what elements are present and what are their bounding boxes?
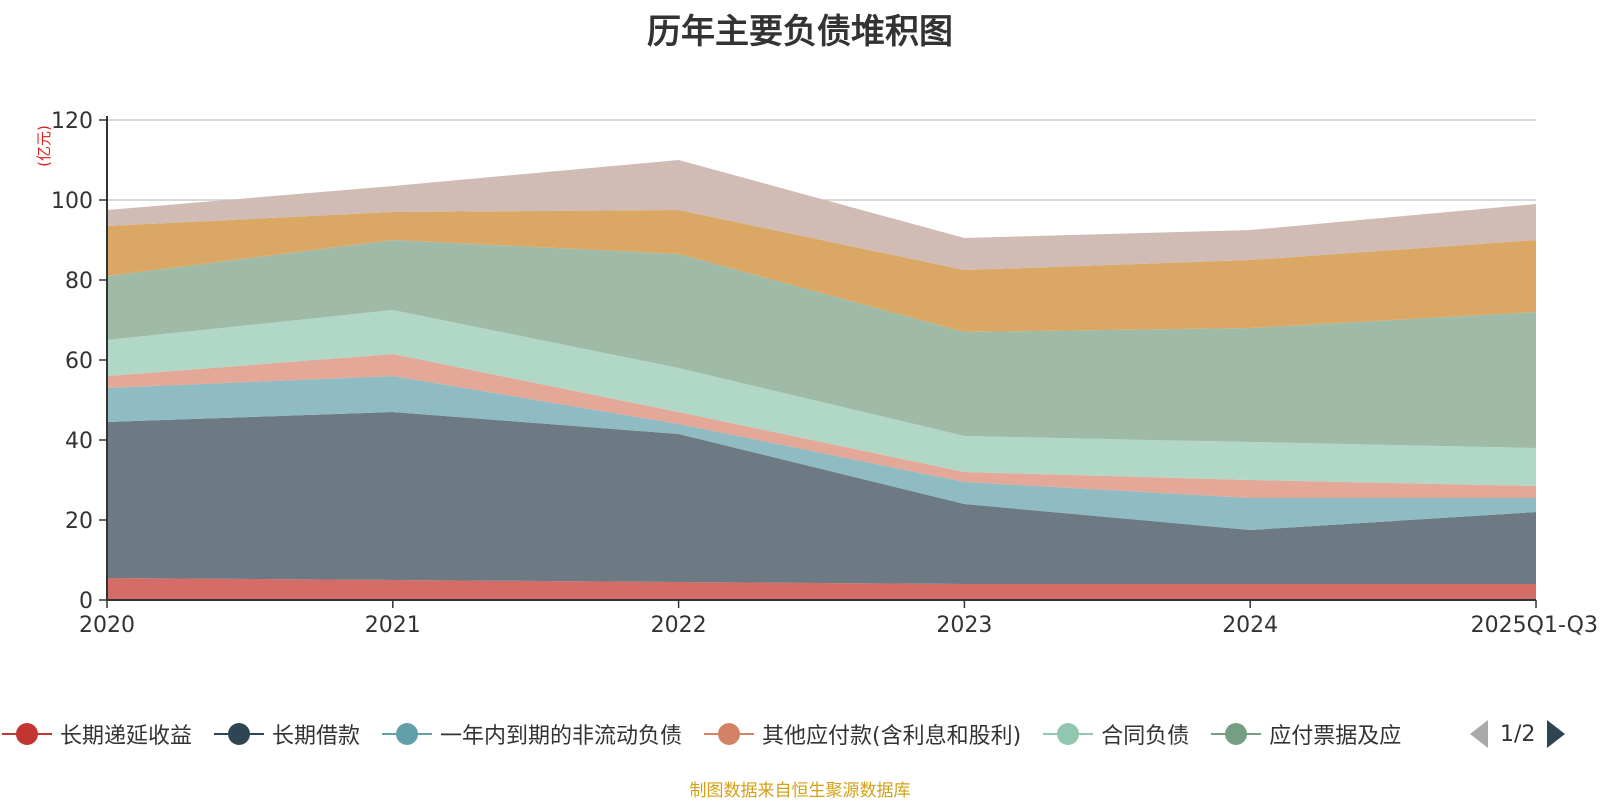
legend-next-page-icon[interactable] — [1547, 720, 1566, 748]
area-series-6[interactable] — [107, 210, 1536, 332]
area-series-1[interactable] — [107, 412, 1536, 584]
legend-item[interactable]: 一年内到期的非流动负债 — [382, 718, 682, 750]
area-series-4[interactable] — [107, 310, 1536, 486]
legend: 长期递延收益 长期借款 一年内到期的非流动负债 其他应付款(含利息和股利) 合同负债 应付… — [0, 716, 1600, 752]
x-tick-label-1: 2021 — [365, 613, 421, 638]
legend-item[interactable]: 合同负债 — [1043, 718, 1189, 750]
legend-marker-icon — [1211, 719, 1262, 749]
legend-marker-icon — [382, 719, 433, 749]
legend-item[interactable]: 长期借款 — [214, 718, 360, 750]
legend-item[interactable]: 应付票据及应 — [1211, 718, 1401, 750]
y-tick-label-20: 20 — [65, 509, 93, 534]
legend-label: 其他应付款(含利息和股利) — [762, 724, 1022, 749]
legend-label: 长期借款 — [272, 724, 361, 749]
legend-marker-icon — [1043, 719, 1094, 749]
x-tick-label-0: 2020 — [79, 613, 135, 638]
source-note: 制图数据来自恒生聚源数据库 — [689, 781, 911, 801]
legend-label: 合同负债 — [1101, 724, 1190, 749]
legend-item[interactable]: 长期递延收益 — [2, 718, 192, 750]
y-tick-label-0: 0 — [79, 589, 93, 614]
legend-label: 一年内到期的非流动负债 — [440, 724, 683, 749]
y-tick-label-60: 60 — [65, 349, 93, 374]
y-tick-label-100: 100 — [51, 189, 93, 214]
legend-pager: 1/2 — [1464, 716, 1600, 752]
area-series-3[interactable] — [107, 354, 1536, 498]
area-series-7[interactable] — [107, 160, 1536, 270]
legend-marker-icon — [704, 719, 755, 749]
y-tick-label-120: 120 — [51, 109, 93, 134]
legend-marker-icon — [2, 719, 52, 749]
chart-title: 历年主要负债堆积图 — [647, 12, 953, 52]
x-tick-label-3: 2023 — [936, 613, 992, 638]
legend-prev-page-icon[interactable] — [1470, 720, 1488, 748]
legend-label: 应付票据及应 — [1269, 724, 1402, 749]
x-tick-label-5: 2025Q1-Q3 — [1471, 613, 1598, 638]
legend-item[interactable]: 其他应付款(含利息和股利) — [704, 718, 1021, 750]
x-tick-label-2: 2022 — [651, 613, 707, 638]
area-series-0[interactable] — [107, 578, 1536, 600]
y-tick-label-80: 80 — [65, 269, 93, 294]
y-axis-unit-label: (亿元) — [35, 125, 53, 167]
y-tick-label-40: 40 — [65, 429, 93, 454]
area-series-5[interactable] — [107, 240, 1536, 448]
legend-page-indicator: 1/2 — [1500, 721, 1536, 747]
legend-label: 长期递延收益 — [60, 724, 193, 749]
x-tick-label-4: 2024 — [1222, 613, 1278, 638]
legend-marker-icon — [214, 719, 265, 749]
